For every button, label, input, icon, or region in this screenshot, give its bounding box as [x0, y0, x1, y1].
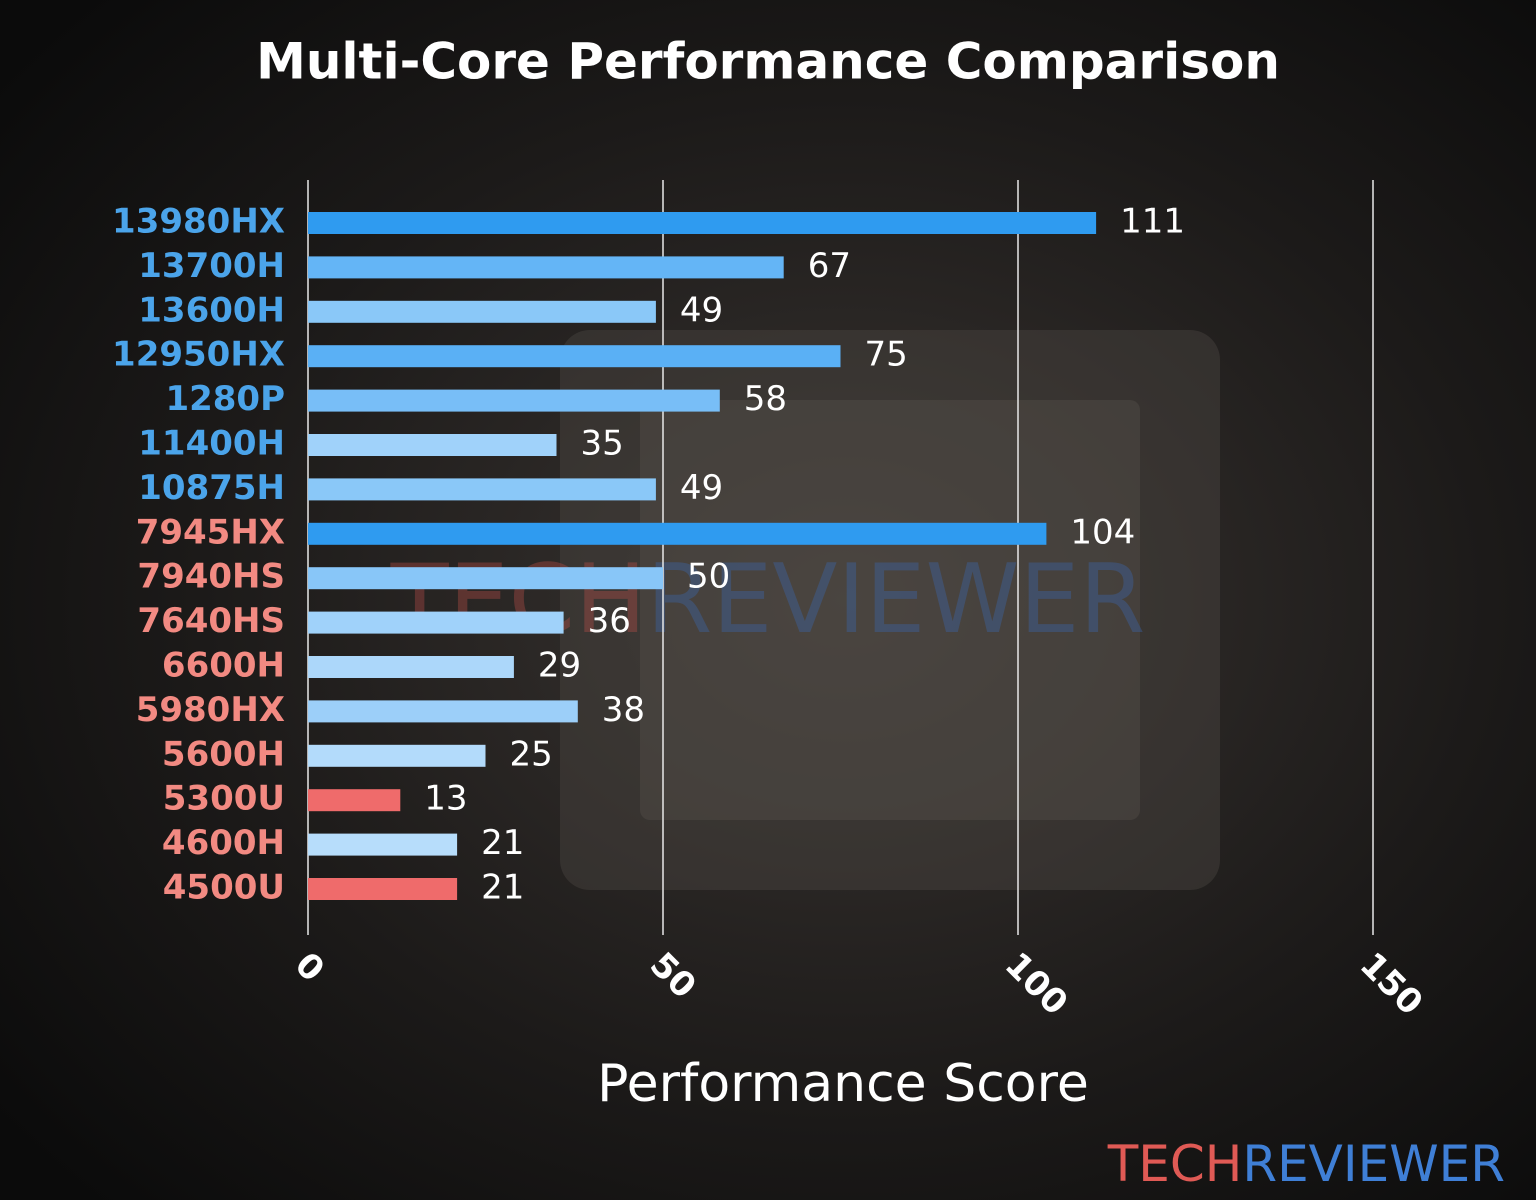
y-tick-label: 12950HX: [112, 335, 285, 375]
y-tick-label: 13700H: [138, 246, 285, 286]
value-label: 75: [865, 335, 908, 375]
y-tick-label: 7945HX: [136, 512, 285, 552]
y-tick-label: 4600H: [162, 823, 285, 863]
y-tick-label: 5980HX: [136, 690, 285, 730]
value-label: 49: [680, 290, 723, 330]
value-label: 25: [510, 734, 553, 774]
bar: [308, 833, 458, 856]
value-label: 21: [481, 823, 524, 863]
value-label: 35: [581, 424, 624, 464]
y-tick-label: 5600H: [162, 734, 285, 774]
value-label: 67: [808, 246, 851, 286]
value-label: 58: [744, 379, 787, 419]
value-label: 104: [1070, 512, 1135, 552]
value-label: 21: [481, 868, 524, 908]
bar: [308, 478, 656, 501]
bar: [308, 567, 663, 590]
bar: [308, 744, 486, 767]
x-axis-label: Performance Score: [597, 1054, 1089, 1114]
y-tick-label: 7940HS: [137, 557, 285, 597]
bar: [308, 789, 401, 812]
bar: [308, 389, 720, 412]
bar: [308, 256, 784, 279]
bar: [308, 300, 656, 323]
bar: [308, 522, 1047, 545]
value-label: 38: [602, 690, 645, 730]
bar: [308, 656, 514, 678]
value-label: 49: [680, 468, 723, 508]
value-label: 111: [1120, 202, 1185, 242]
bar: [308, 212, 1097, 234]
y-tick-label: 10875H: [138, 468, 285, 508]
watermark: TECHREVIEWER: [390, 545, 1146, 655]
bar: [308, 345, 841, 368]
y-tick-label: 13600H: [138, 290, 285, 330]
logo: TECHREVIEWER: [1107, 1135, 1505, 1193]
bar: [308, 700, 578, 723]
bar: [308, 611, 564, 634]
cpu-shape: [640, 400, 1140, 820]
y-tick-label: 4500U: [163, 868, 285, 908]
value-label: 36: [588, 601, 631, 641]
y-tick-label: 1280P: [165, 379, 285, 419]
value-label: 13: [424, 779, 467, 819]
chart-title: Multi-Core Performance Comparison: [256, 33, 1280, 91]
y-tick-label: 11400H: [138, 424, 285, 464]
bar: [308, 878, 458, 900]
y-tick-label: 5300U: [163, 779, 285, 819]
value-label: 29: [538, 646, 581, 686]
y-tick-label: 6600H: [162, 646, 285, 686]
bar: [308, 434, 557, 456]
value-label: 50: [687, 557, 730, 597]
y-tick-label: 13980HX: [112, 202, 285, 242]
cpu-shape: [560, 330, 1220, 890]
y-tick-label: 7640HS: [137, 601, 285, 641]
